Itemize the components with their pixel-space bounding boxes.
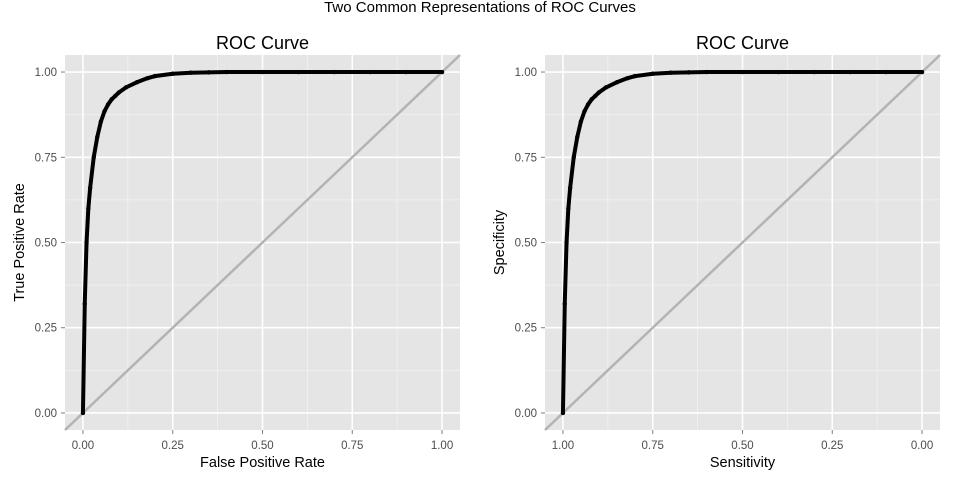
x-tick-label: 1.00 [431,440,453,452]
y-tick-label: 0.00 [515,408,537,420]
y-tick-label: 0.75 [515,152,537,164]
x-tick-label: 0.00 [911,440,933,452]
roc-curve-point [98,119,104,124]
y-tick-label: 0.00 [35,408,57,420]
roc-curve-point [109,97,114,102]
roc-curve-point [145,75,150,81]
roc-curve-point [571,155,576,160]
roc-curve-point [560,410,566,416]
roc-curve-point [102,109,107,114]
y-axis-label: True Positive Rate [12,183,28,302]
roc-curve-point [224,69,229,75]
y-axis-label: Specificity [492,209,508,275]
roc-curve-point [86,206,91,211]
roc-curve-point [614,80,620,85]
roc-curve-point [596,90,602,95]
y-tick-label: 1.00 [35,67,57,79]
roc-curve-point [91,155,96,160]
roc-curve-point [593,93,598,99]
x-tick-label: 0.50 [251,440,273,452]
roc-curve-point [668,70,673,75]
roc-curve-point [564,240,569,245]
reference-diagonal-line [544,54,941,431]
x-axis-label: Sensitivity [710,455,776,471]
y-tick-label: 1.00 [515,67,537,79]
x-tick-label: 0.25 [821,440,843,452]
y-tick-label: 0.75 [35,152,57,164]
panel-title: ROC Curve [216,33,309,53]
roc-curve-point [188,70,193,75]
panel-title: ROC Curve [696,33,789,53]
y-tick-label: 0.25 [515,323,537,335]
roc-curve-point [567,185,573,191]
roc-curve-point [170,71,175,76]
roc-curve-point [439,69,445,75]
roc-curve-point [740,69,745,75]
x-tick-label: 0.75 [642,440,664,452]
figure-title: Two Common Representations of ROC Curves [324,0,636,16]
roc-curve-point [80,410,86,416]
roc-curve-point [123,85,129,90]
roc-curve-point [812,69,817,75]
y-tick-label: 0.50 [515,238,537,250]
chart-panel-2: 1.00 0.75 0.50 0.25 0.00 0.00 0.25 0.50 0.75 1.00… [492,33,941,471]
x-tick-label: 0.25 [162,440,184,452]
roc-curve-point [650,71,655,76]
x-tick-label: 1.00 [552,440,574,452]
roc-curve-point [113,93,118,99]
y-tick-label: 0.25 [35,323,57,335]
roc-curve-point [919,69,925,75]
x-tick-label: 0.75 [341,440,363,452]
roc-curve-point [105,102,111,107]
roc-curve-point [152,73,157,79]
roc-curve-point [883,69,889,75]
roc-curve-point [776,69,781,75]
roc-curve-point [686,70,691,75]
roc-curve-point [116,90,122,95]
roc-curve-point [848,69,853,75]
roc-curve-point [704,69,709,75]
roc-curve-point [84,240,89,245]
roc-curve-point [582,109,587,114]
roc-curve-point [296,69,301,75]
roc-curve-point [95,134,100,140]
roc-curve-point [87,185,93,191]
chart-panel-1: 0.00 0.25 0.50 0.75 1.00 0.00 0.25 0.50 0.75 1.00… [12,33,461,471]
roc-curve-point [368,69,373,75]
roc-curve-point [578,119,584,124]
x-axis-label: False Positive Rate [200,455,325,471]
roc-curve-point [566,206,571,211]
roc-curve-point [575,134,580,140]
roc-curve-point [206,70,211,75]
roc-curve-point [589,97,594,102]
roc-curve-point [260,69,265,75]
y-tick-label: 0.50 [35,238,57,250]
reference-diagonal-line [64,54,461,431]
roc-curve-point [82,301,87,307]
roc-curve-point [632,73,637,79]
roc-curve-point [562,301,567,307]
roc-curve-point [585,102,591,107]
roc-curve-point [134,80,140,85]
x-tick-label: 0.00 [72,440,94,452]
roc-curve-point [625,75,630,81]
roc-curve-point [403,69,409,75]
roc-curve-point [332,69,337,75]
roc-curve-point [603,85,609,90]
x-tick-label: 0.50 [731,440,753,452]
